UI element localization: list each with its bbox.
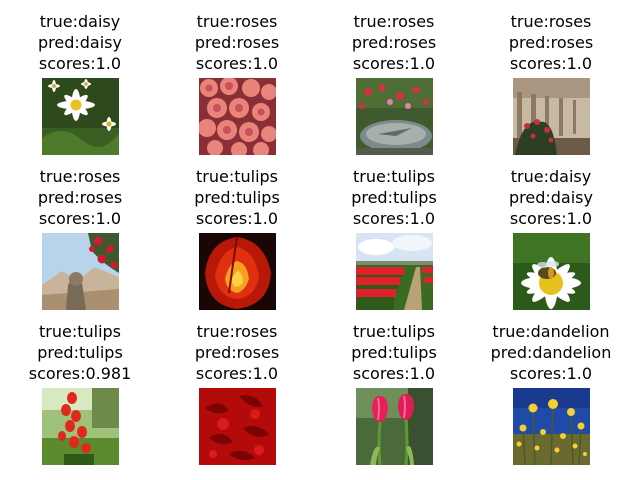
pink-tulips-pair-photo [356, 388, 433, 465]
pred-label: pred:roses [508, 33, 594, 52]
panel-10: true:roses pred:roses scores:1.0 [159, 310, 315, 466]
panel-caption: true:roses pred:roses scores:1.0 [473, 11, 629, 74]
rose-bush-colonnade-photo [513, 78, 590, 155]
panel-caption: true:roses pred:roses scores:1.0 [316, 11, 472, 74]
panel-caption: true:tulips pred:tulips scores:0.981 [2, 321, 158, 384]
score-label: scores:1.0 [38, 209, 122, 228]
panel-12: true:dandelion pred:dandelion scores:1.0 [473, 310, 629, 466]
true-label: true:tulips [352, 167, 436, 186]
score-label: scores:1.0 [509, 209, 593, 228]
true-label: true:tulips [38, 322, 122, 341]
pred-label: pred:tulips [351, 188, 437, 207]
panel-4: true:roses pred:roses scores:1.0 [473, 0, 629, 156]
panel-caption: true:tulips pred:tulips scores:1.0 [316, 166, 472, 229]
yellow-dandelion-meadow-photo [513, 388, 590, 465]
panel-7: true:tulips pred:tulips scores:1.0 [316, 155, 472, 311]
score-label: scores:1.0 [352, 209, 436, 228]
pred-label: pred:roses [194, 343, 280, 362]
score-label: scores:1.0 [509, 54, 593, 73]
panel-2: true:roses pred:roses scores:1.0 [159, 0, 315, 156]
true-label: true:roses [39, 167, 121, 186]
panel-11: true:tulips pred:tulips scores:1.0 [316, 310, 472, 466]
score-label: scores:1.0 [195, 209, 279, 228]
panel-3: true:roses pred:roses scores:1.0 [316, 0, 472, 156]
panel-caption: true:dandelion pred:dandelion scores:1.0 [473, 321, 629, 384]
score-label: scores:1.0 [38, 54, 122, 73]
panel-caption: true:roses pred:roses scores:1.0 [2, 166, 158, 229]
true-label: true:daisy [39, 12, 121, 31]
pink-rose-bouquet-photo [199, 78, 276, 155]
panel-caption: true:roses pred:roses scores:1.0 [159, 321, 315, 384]
bee-on-daisy-photo [513, 233, 590, 310]
panel-9: true:tulips pred:tulips scores:0.981 [2, 310, 158, 466]
true-label: true:tulips [352, 322, 436, 341]
panel-caption: true:daisy pred:daisy scores:1.0 [473, 166, 629, 229]
true-label: true:roses [196, 322, 278, 341]
red-roses-statue-photo [42, 233, 119, 310]
true-label: true:roses [510, 12, 592, 31]
score-label: scores:0.981 [28, 364, 132, 383]
pred-label: pred:tulips [37, 343, 123, 362]
pred-label: pred:tulips [194, 188, 280, 207]
panel-5: true:roses pred:roses scores:1.0 [2, 155, 158, 311]
score-label: scores:1.0 [509, 364, 593, 383]
tulip-field-rows-photo [356, 233, 433, 310]
score-label: scores:1.0 [195, 54, 279, 73]
sundial-garden-photo [356, 78, 433, 155]
red-rose-petals-photo [199, 388, 276, 465]
true-label: true:roses [196, 12, 278, 31]
panel-1: true:daisy pred:daisy scores:1.0 [2, 0, 158, 156]
score-label: scores:1.0 [352, 364, 436, 383]
panel-caption: true:tulips pred:tulips scores:1.0 [316, 321, 472, 384]
panel-caption: true:daisy pred:daisy scores:1.0 [2, 11, 158, 74]
true-label: true:daisy [510, 167, 592, 186]
true-label: true:tulips [195, 167, 279, 186]
true-label: true:dandelion [492, 322, 610, 341]
pred-label: pred:dandelion [490, 343, 612, 362]
red-tulip-garden-photo [42, 388, 119, 465]
white-daisy-flowers-photo [42, 78, 119, 155]
panel-8: true:daisy pred:daisy scores:1.0 [473, 155, 629, 311]
pred-label: pred:roses [351, 33, 437, 52]
panel-caption: true:roses pred:roses scores:1.0 [159, 11, 315, 74]
score-label: scores:1.0 [195, 364, 279, 383]
pred-label: pred:daisy [38, 33, 122, 52]
pred-label: pred:tulips [351, 343, 437, 362]
red-tulip-closeup-photo [199, 233, 276, 310]
true-label: true:roses [353, 12, 435, 31]
pred-label: pred:roses [194, 33, 280, 52]
pred-label: pred:roses [37, 188, 123, 207]
pred-label: pred:daisy [509, 188, 593, 207]
panel-6: true:tulips pred:tulips scores:1.0 [159, 155, 315, 311]
score-label: scores:1.0 [352, 54, 436, 73]
panel-caption: true:tulips pred:tulips scores:1.0 [159, 166, 315, 229]
